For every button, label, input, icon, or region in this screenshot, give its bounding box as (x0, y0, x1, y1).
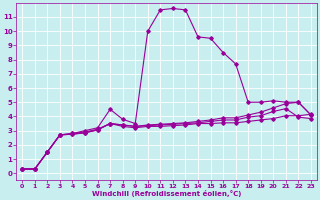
X-axis label: Windchill (Refroidissement éolien,°C): Windchill (Refroidissement éolien,°C) (92, 190, 241, 197)
